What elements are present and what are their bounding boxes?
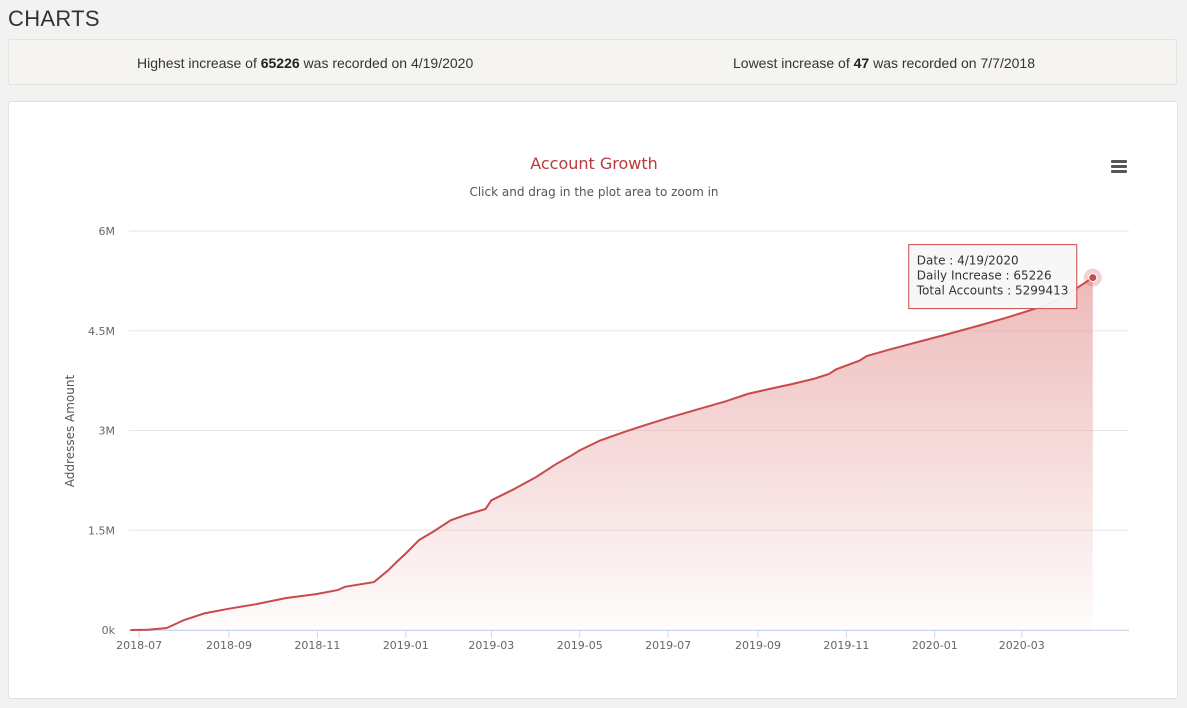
tooltip-increase: Daily Increase : 65226 xyxy=(917,269,1052,283)
highest-prefix: Highest increase of xyxy=(137,55,261,71)
x-tick-label: 2019-03 xyxy=(468,639,514,652)
lowest-increase-stat: Lowest increase of 47 was recorded on 7/… xyxy=(733,40,1035,86)
tooltip-date: Date : 4/19/2020 xyxy=(917,254,1019,268)
tooltip: Date : 4/19/2020 Daily Increase : 65226 … xyxy=(908,244,1078,310)
lowest-suffix: was recorded on 7/7/2018 xyxy=(869,55,1035,71)
x-tick-label: 2020-03 xyxy=(999,639,1045,652)
x-tick-label: 2019-07 xyxy=(645,639,691,652)
lowest-prefix: Lowest increase of xyxy=(733,55,854,71)
lowest-value: 47 xyxy=(853,55,870,71)
page-title: CHARTS xyxy=(8,6,100,31)
y-tick-label: 6M xyxy=(99,225,116,238)
hover-marker xyxy=(1083,268,1102,287)
y-axis-labels: 0k 1.5M 3M 4.5M 6M xyxy=(88,225,116,637)
x-tick-label: 2020-01 xyxy=(912,639,958,652)
menu-icon[interactable] xyxy=(1111,160,1127,173)
chart-subtitle: Click and drag in the plot area to zoom … xyxy=(469,185,718,199)
y-tick-label: 0k xyxy=(102,624,116,637)
x-tick-label: 2018-07 xyxy=(116,639,162,652)
y-tick-label: 1.5M xyxy=(88,524,115,537)
x-tick-label: 2019-11 xyxy=(823,639,869,652)
marker-point xyxy=(1088,273,1098,283)
x-tick-label: 2019-01 xyxy=(383,639,429,652)
tooltip-total: Total Accounts : 5299413 xyxy=(916,284,1069,298)
highest-increase-stat: Highest increase of 65226 was recorded o… xyxy=(137,40,473,86)
y-axis-title: Addresses Amount xyxy=(63,375,77,488)
area-fill xyxy=(130,277,1093,630)
x-tick-label: 2019-09 xyxy=(735,639,781,652)
stats-summary-bar: Highest increase of 65226 was recorded o… xyxy=(8,39,1177,85)
chart-title: Account Growth xyxy=(530,154,658,173)
series-line[interactable] xyxy=(130,276,1094,631)
y-tick-label: 3M xyxy=(99,425,116,438)
tooltip-box xyxy=(908,244,1078,310)
highest-value: 65226 xyxy=(260,55,300,71)
chart-card: Account Growth Click and drag in the plo… xyxy=(8,101,1178,699)
y-tick-label: 4.5M xyxy=(88,325,115,338)
x-axis-labels: 2018-07 2018-09 2018-11 2019-01 2019-03 2019-… xyxy=(116,630,1045,652)
account-growth-chart[interactable]: Account Growth Click and drag in the plo… xyxy=(9,102,1179,700)
x-tick-label: 2018-09 xyxy=(206,639,252,652)
x-tick-label: 2019-05 xyxy=(557,639,603,652)
x-tick-label: 2018-11 xyxy=(294,639,340,652)
highest-suffix: was recorded on 4/19/2020 xyxy=(299,55,474,71)
